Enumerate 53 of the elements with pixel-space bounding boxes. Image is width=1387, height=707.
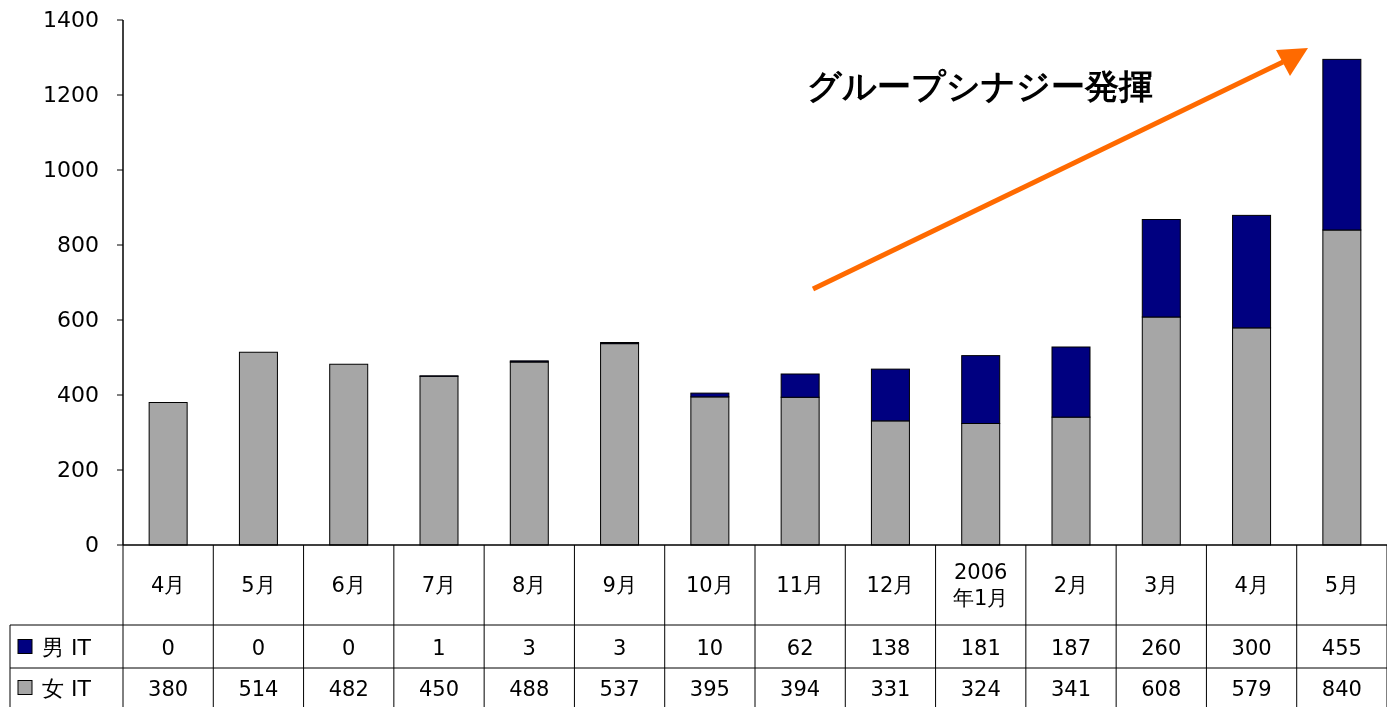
data-label: 260 [1141, 635, 1182, 660]
y-tick-label: 200 [57, 457, 99, 482]
data-label: 62 [786, 635, 814, 660]
y-tick-label: 1200 [43, 82, 99, 107]
data-label: 341 [1050, 676, 1092, 701]
data-label: 514 [238, 676, 279, 701]
data-label: 380 [148, 676, 189, 701]
data-label: 608 [1141, 676, 1182, 701]
x-tick-label: 5月 [241, 573, 276, 597]
x-tick-label: 12月 [866, 573, 915, 597]
legend-label: 男 IT [42, 634, 92, 660]
data-label: 324 [960, 676, 1001, 701]
data-label: 181 [960, 635, 1001, 660]
x-tick-label: 3月 [1144, 573, 1179, 597]
x-tick-label: 4月 [1234, 573, 1269, 597]
x-tick-label: 8月 [512, 573, 547, 597]
x-tick-label: 7月 [421, 573, 457, 597]
data-label: 488 [509, 676, 550, 701]
x-tick-label: 11月 [776, 573, 825, 597]
legend-label: 女 IT [42, 675, 92, 701]
data-label: 455 [1321, 635, 1362, 660]
data-label: 1 [432, 635, 446, 660]
data-label: 0 [161, 635, 175, 660]
y-tick-label: 800 [57, 232, 99, 257]
data-label: 3 [522, 635, 536, 660]
data-label: 187 [1050, 635, 1092, 660]
y-tick-label: 600 [57, 307, 99, 332]
data-label: 138 [870, 635, 911, 660]
data-label: 482 [328, 676, 369, 701]
x-tick-label: 4月 [150, 573, 186, 597]
data-label: 331 [870, 676, 911, 701]
data-label: 3 [612, 635, 627, 660]
data-label: 10 [696, 635, 724, 660]
data-label: 395 [689, 676, 730, 701]
data-label: 537 [599, 676, 640, 701]
x-tick-label: 9月 [602, 573, 637, 597]
data-label: 300 [1231, 635, 1272, 660]
x-tick-label: 6月 [331, 573, 366, 597]
data-label: 0 [251, 635, 266, 660]
data-label: 394 [780, 676, 821, 701]
data-label: 579 [1231, 676, 1272, 701]
y-tick-label: 400 [57, 382, 99, 407]
y-tick-label: 0 [85, 532, 99, 557]
annotation: グループシナジー発揮 [807, 66, 1153, 106]
x-tick-label: 2月 [1053, 573, 1089, 597]
data-label: 0 [342, 635, 356, 660]
x-tick-label: 5月 [1324, 573, 1360, 597]
data-label: 450 [418, 676, 460, 701]
x-tick-label: 10月 [685, 573, 734, 597]
data-label: 840 [1321, 676, 1362, 701]
x-tick-label: 2006年1月 [953, 560, 1009, 610]
y-tick-label: 1000 [43, 157, 99, 182]
y-tick-label: 1400 [43, 7, 99, 32]
